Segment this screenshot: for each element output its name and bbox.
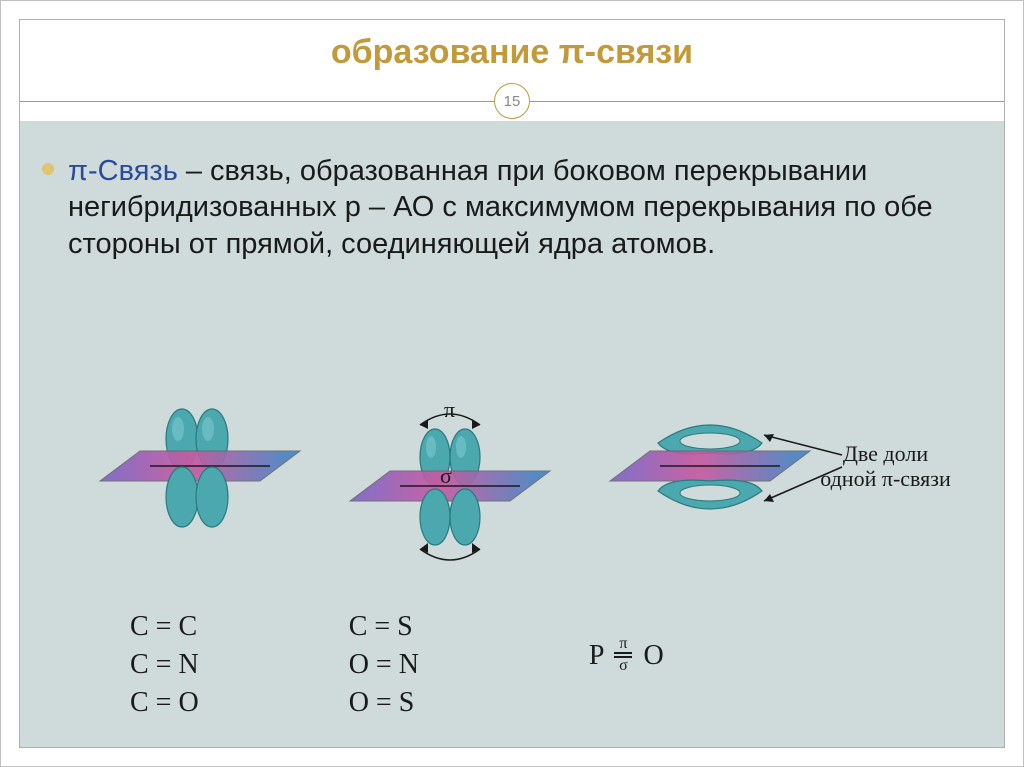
definition-text: π-Связь – связь, образованная при боково… <box>68 153 956 262</box>
definition-body: – связь, образованная при боковом перекр… <box>68 155 933 260</box>
equations-row: C = C C = N C = O C = S O = N O = S P π … <box>120 611 904 719</box>
side-note-two-lobes: Две доли одной π-связи <box>813 441 958 492</box>
diagram-1-perpendicular-overlap <box>90 401 310 551</box>
diagram-2-labeled-pi-sigma: π σ <box>340 401 560 571</box>
eq-co: C = O <box>130 687 199 719</box>
eq-os: O = S <box>349 687 419 719</box>
eq-po-bottom: σ <box>619 659 628 673</box>
eq-po-left: P <box>589 640 604 671</box>
eq-cc: C = C <box>130 611 199 643</box>
equations-col-2: C = S O = N O = S <box>349 611 419 719</box>
eq-po-top: π <box>619 637 627 651</box>
eq-cs: C = S <box>349 611 419 643</box>
eq-on: O = N <box>349 649 419 681</box>
content-area: π-Связь – связь, образованная при боково… <box>20 121 1004 747</box>
equation-po: P π σ O <box>589 639 664 719</box>
page-number-badge: 15 <box>494 83 530 119</box>
sigma-label: σ <box>440 463 452 488</box>
eq-po-double-bond: π σ <box>614 637 632 674</box>
eq-po-right: O <box>643 640 663 671</box>
pi-label-top: π <box>444 401 455 422</box>
eq-cn: C = N <box>130 649 199 681</box>
bullet-icon <box>42 163 54 175</box>
equations-col-1: C = C C = N C = O <box>130 611 199 719</box>
slide-title: образование π-связи <box>1 33 1023 72</box>
definition-term: π-Связь <box>68 155 178 187</box>
